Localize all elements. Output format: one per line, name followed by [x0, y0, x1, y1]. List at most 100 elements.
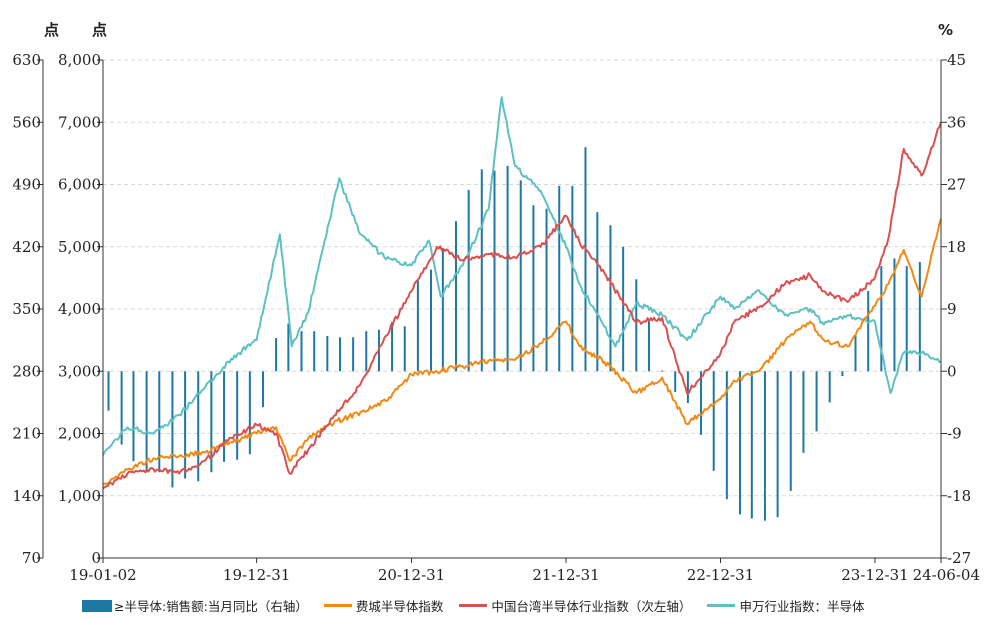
bar: [430, 269, 433, 372]
legend-swatch-line: [323, 604, 352, 607]
bar: [700, 371, 703, 435]
y-right-tick-label: 45: [947, 51, 966, 69]
bar: [802, 371, 805, 453]
legend-label: ≥半导体:销售额:当月同比（右轴）: [114, 599, 308, 614]
bar: [661, 370, 664, 372]
bar: [609, 225, 612, 372]
bar: [480, 169, 483, 372]
right-unit: %: [938, 21, 953, 39]
bar: [339, 337, 342, 372]
bar: [532, 205, 535, 372]
bar: [300, 331, 303, 372]
bar: [880, 266, 883, 372]
bar: [391, 322, 394, 372]
legend-label: 申万行业指数：半导体: [739, 599, 865, 614]
bar: [519, 180, 522, 372]
y-left-inner-tick-label: 2,000: [58, 425, 101, 443]
tick-labels: 630 8,000 45 560 7,000 36 490 6,000 27 420 5,000 18…: [12, 51, 980, 584]
x-tick-label: 23-12-31: [841, 566, 908, 584]
bar: [352, 337, 355, 372]
bar: [454, 221, 457, 372]
bar: [828, 371, 831, 403]
legend-swatch-line: [707, 604, 736, 607]
bar: [287, 323, 290, 372]
bar: [893, 258, 896, 372]
legend-swatch-line: [459, 604, 488, 607]
y-right-tick-label: 27: [947, 176, 966, 194]
gridlines: [103, 59, 941, 497]
y-left-outer-tick-label: 210: [12, 425, 41, 443]
series-line: [102, 218, 942, 486]
bar: [132, 371, 135, 462]
x-tick-label: 20-12-31: [378, 566, 445, 584]
x-tick-label: 21-12-31: [532, 566, 599, 584]
legend-swatch-bar: [82, 599, 112, 612]
legend-item-sw-semi: 申万行业指数：半导体: [707, 596, 864, 615]
bar: [841, 371, 844, 377]
bar: [275, 338, 278, 372]
y-right-tick-label: 36: [947, 113, 966, 131]
bar: [763, 371, 766, 521]
y-right-tick-label: 18: [947, 238, 966, 256]
bar: [867, 291, 870, 372]
bar: [365, 331, 368, 372]
y-left-outer-tick-label: 490: [12, 176, 41, 194]
bar: [236, 371, 239, 460]
bar: [725, 371, 728, 500]
y-left-outer-tick-label: 420: [12, 238, 41, 256]
legend: ≥半导体:销售额:当月同比（右轴） 费城半导体指数 中国台湾半导体行业指数（次左…: [82, 596, 880, 615]
bar: [738, 371, 741, 515]
bar: [776, 371, 779, 518]
y-left-outer-tick-label: 140: [12, 487, 41, 505]
legend-label: 费城半导体指数: [355, 599, 444, 614]
bar: [416, 279, 419, 372]
bar: [686, 371, 689, 404]
bar: [493, 170, 496, 372]
bar: [635, 279, 638, 372]
x-tick-label: 22-12-31: [687, 566, 754, 584]
bar: [441, 248, 444, 372]
bar: [403, 326, 406, 372]
y-left-inner-tick-label: 0: [91, 549, 101, 567]
bar-series-global-semi-sales-yoy: [107, 147, 921, 521]
legend-item-semi-sales-yoy: ≥半导体:销售额:当月同比（右轴）: [82, 596, 308, 615]
y-left-inner-tick-label: 5,000: [58, 238, 101, 256]
y-left-outer-tick-label: 560: [12, 113, 41, 131]
legend-item-taiwan-semi: 中国台湾半导体行业指数（次左轴）: [459, 596, 691, 615]
left-outer-unit: 点: [44, 21, 59, 39]
bar: [584, 147, 587, 372]
y-left-inner-tick-label: 6,000: [58, 176, 101, 194]
bar: [467, 190, 470, 372]
y-left-inner-tick-label: 7,000: [58, 113, 101, 131]
bar: [223, 371, 226, 462]
bar: [712, 371, 715, 471]
bar: [261, 371, 264, 408]
bar: [171, 371, 174, 488]
bar: [107, 371, 110, 411]
y-left-outer-tick-label: 630: [12, 51, 41, 69]
bar: [506, 165, 509, 372]
bar: [750, 371, 753, 519]
series-line: [102, 121, 942, 490]
bar: [145, 371, 148, 473]
legend-label: 中国台湾半导体行业指数（次左轴）: [491, 599, 692, 614]
bar: [158, 371, 161, 473]
y-left-outer-tick-label: 70: [22, 549, 41, 567]
x-tick-label: 19-01-02: [69, 566, 136, 584]
y-left-inner-tick-label: 8,000: [58, 51, 101, 69]
legend-item-sox: 费城半导体指数: [323, 596, 444, 615]
bar: [854, 334, 857, 372]
bar: [558, 185, 561, 372]
line-series-group: [102, 96, 942, 490]
bar: [248, 371, 251, 455]
bar: [326, 335, 329, 372]
y-right-tick-label: 0: [947, 362, 957, 380]
bar: [815, 371, 818, 432]
y-right-tick-label: -27: [947, 549, 971, 567]
bar: [184, 371, 187, 479]
x-tick-label: 19-12-31: [223, 566, 290, 584]
bar: [596, 212, 599, 372]
bar: [197, 371, 200, 482]
bar: [647, 320, 650, 372]
